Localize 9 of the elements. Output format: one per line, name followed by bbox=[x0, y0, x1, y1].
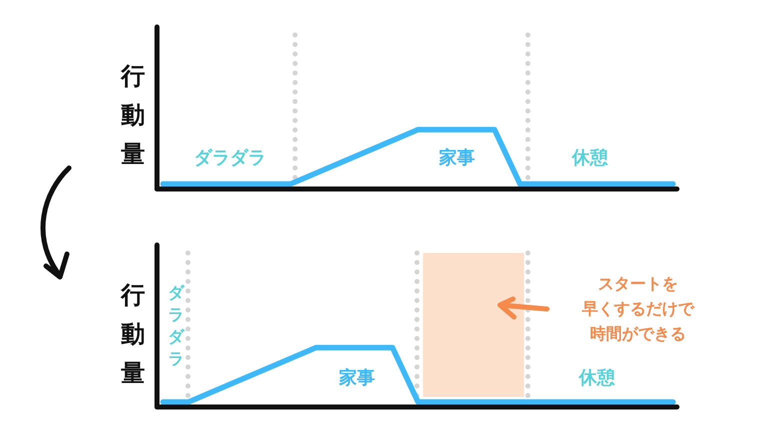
annotation: 休憩 bbox=[578, 368, 616, 388]
y-axis-title: 行動量 bbox=[120, 62, 145, 168]
annotation: ダラダラ bbox=[168, 282, 185, 368]
text: スタートを早くするだけで時間ができる bbox=[581, 274, 695, 342]
y-axis-title: 行動量 bbox=[120, 281, 145, 387]
annotation: 家事 bbox=[438, 148, 475, 168]
annotation: 休憩 bbox=[571, 148, 609, 168]
annotation: ダラダラ bbox=[194, 148, 266, 168]
annotation: 家事 bbox=[338, 368, 375, 388]
